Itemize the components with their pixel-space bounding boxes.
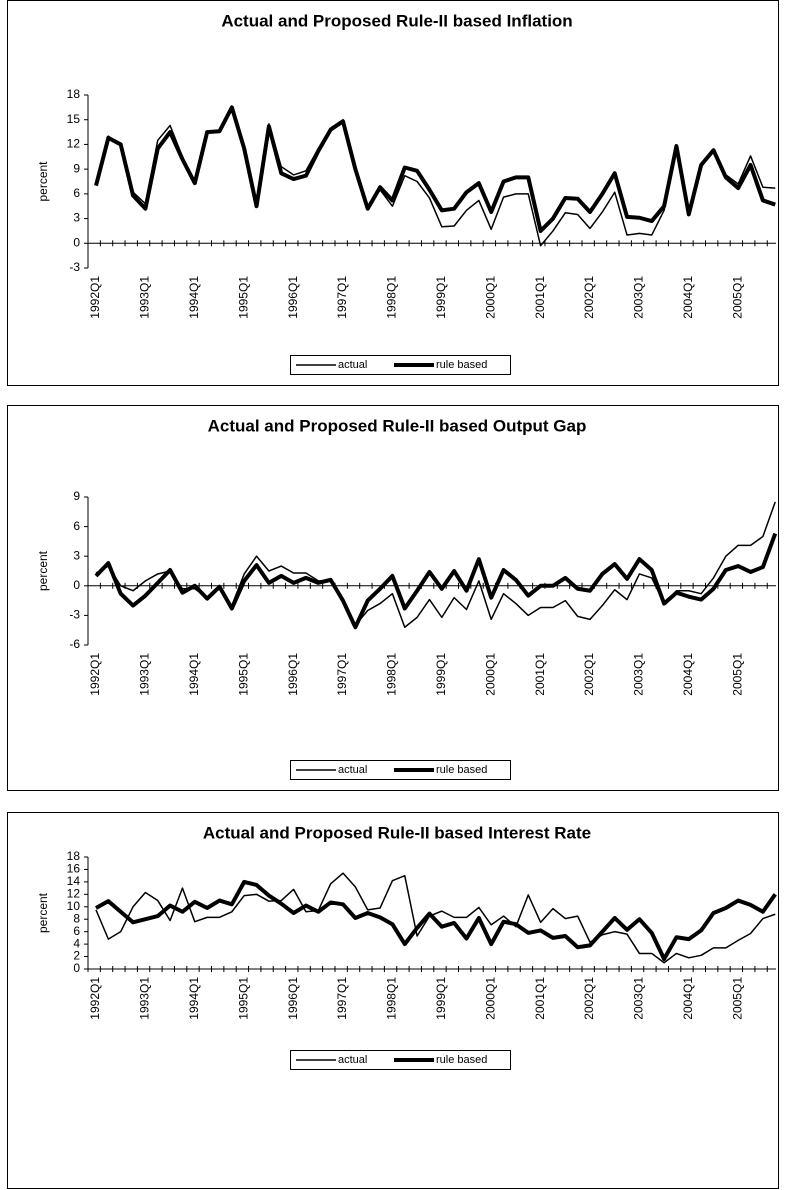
- chart-panel: Actual and Proposed Rule-II based Intere…: [7, 812, 779, 1189]
- x-tick-label: 1999Q1: [434, 653, 448, 696]
- y-tick-label: 3: [73, 211, 80, 225]
- y-tick-label: 6: [73, 924, 80, 938]
- y-tick-label: 12: [67, 887, 81, 901]
- x-tick-label: 1997Q1: [335, 276, 349, 319]
- y-tick-label: 6: [73, 519, 80, 533]
- x-tick-label: 1998Q1: [385, 977, 399, 1020]
- chart-title: Actual and Proposed Rule-II based Output…: [208, 416, 587, 435]
- y-tick-label: 2: [73, 949, 80, 963]
- legend-label: rule based: [436, 359, 487, 371]
- chart-frame: [7, 405, 779, 791]
- y-tick-label: 6: [73, 186, 80, 200]
- y-tick-label: -3: [69, 608, 80, 622]
- y-tick-label: 9: [73, 161, 80, 175]
- y-tick-label: 15: [67, 112, 81, 126]
- x-tick-label: 1996Q1: [286, 977, 300, 1020]
- y-tick-label: 4: [73, 936, 80, 950]
- x-tick-label: 2003Q1: [632, 653, 646, 696]
- x-tick-label: 1998Q1: [385, 653, 399, 696]
- y-tick-label: 0: [73, 235, 80, 249]
- x-tick-label: 1995Q1: [236, 977, 250, 1020]
- y-tick-label: 9: [73, 489, 80, 503]
- x-tick-label: 1999Q1: [434, 276, 448, 319]
- x-tick-label: 2000Q1: [483, 653, 497, 696]
- x-tick-label: 2003Q1: [632, 276, 646, 319]
- x-tick-label: 1994Q1: [187, 276, 201, 319]
- legend-label: actual: [338, 1054, 367, 1066]
- y-tick-label: 14: [67, 874, 81, 888]
- x-tick-label: 2004Q1: [681, 276, 695, 319]
- x-tick-label: 1992Q1: [88, 977, 102, 1020]
- legend-label: rule based: [436, 1054, 487, 1066]
- x-tick-label: 1992Q1: [88, 653, 102, 696]
- y-tick-label: 0: [73, 961, 80, 975]
- x-tick-label: 1995Q1: [236, 276, 250, 319]
- y-axis-label: percent: [36, 161, 50, 202]
- series-line: [94, 105, 776, 233]
- series-line: [95, 879, 777, 962]
- y-axis-label: percent: [36, 892, 50, 933]
- series-line: [94, 532, 778, 630]
- x-tick-label: 1998Q1: [385, 276, 399, 319]
- x-tick-label: 2002Q1: [582, 276, 596, 319]
- x-tick-label: 1995Q1: [236, 653, 250, 696]
- x-tick-label: 1993Q1: [138, 276, 152, 319]
- chart-frame: [7, 0, 779, 386]
- x-tick-label: 2001Q1: [533, 276, 547, 319]
- y-tick-label: 3: [73, 548, 80, 562]
- y-tick-label: 12: [67, 137, 81, 151]
- x-tick-label: 2002Q1: [582, 977, 596, 1020]
- legend-label: actual: [338, 764, 367, 776]
- legend: actual rule based: [290, 355, 511, 375]
- y-tick-label: -6: [69, 637, 80, 651]
- x-tick-label: 2003Q1: [632, 977, 646, 1020]
- chart-panel: Actual and Proposed Rule-II based Inflat…: [7, 0, 779, 386]
- chart-title: Actual and Proposed Rule-II based Intere…: [203, 823, 591, 842]
- x-tick-label: 2005Q1: [730, 653, 744, 696]
- y-tick-label: 0: [73, 578, 80, 592]
- x-tick-label: 2000Q1: [483, 977, 497, 1020]
- y-tick-label: 16: [67, 862, 81, 876]
- chart-title: Actual and Proposed Rule-II based Inflat…: [221, 11, 572, 30]
- series-line: [95, 501, 776, 628]
- x-tick-label: 1996Q1: [286, 276, 300, 319]
- y-axis-label: percent: [36, 550, 50, 591]
- x-tick-label: 1999Q1: [434, 977, 448, 1020]
- legend: actual rule based: [290, 760, 511, 780]
- x-tick-label: 1997Q1: [335, 977, 349, 1020]
- x-tick-label: 1996Q1: [286, 653, 300, 696]
- x-tick-label: 1993Q1: [138, 653, 152, 696]
- x-tick-label: 1997Q1: [335, 653, 349, 696]
- y-tick-label: 18: [67, 87, 81, 101]
- x-tick-label: 2002Q1: [582, 653, 596, 696]
- x-tick-label: 2004Q1: [681, 977, 695, 1020]
- x-tick-label: 1993Q1: [138, 977, 152, 1020]
- x-tick-label: 1994Q1: [187, 977, 201, 1020]
- chart-panel: Actual and Proposed Rule-II based Output…: [7, 405, 779, 791]
- chart-frame: [7, 812, 779, 1189]
- x-tick-label: 1994Q1: [187, 653, 201, 696]
- y-tick-label: 10: [67, 899, 81, 913]
- y-tick-label: -3: [69, 260, 80, 274]
- x-tick-label: 2005Q1: [730, 276, 744, 319]
- x-tick-label: 2001Q1: [533, 977, 547, 1020]
- y-tick-label: 18: [67, 849, 81, 863]
- series-line: [95, 872, 776, 964]
- legend: actual rule based: [290, 1050, 511, 1070]
- legend-label: rule based: [436, 764, 487, 776]
- legend-label: actual: [338, 359, 367, 371]
- y-tick-label: 8: [73, 911, 80, 925]
- x-tick-label: 2001Q1: [533, 653, 547, 696]
- x-tick-label: 2005Q1: [730, 977, 744, 1020]
- x-tick-label: 2004Q1: [681, 653, 695, 696]
- x-tick-label: 2000Q1: [483, 276, 497, 319]
- x-tick-label: 1992Q1: [88, 276, 102, 319]
